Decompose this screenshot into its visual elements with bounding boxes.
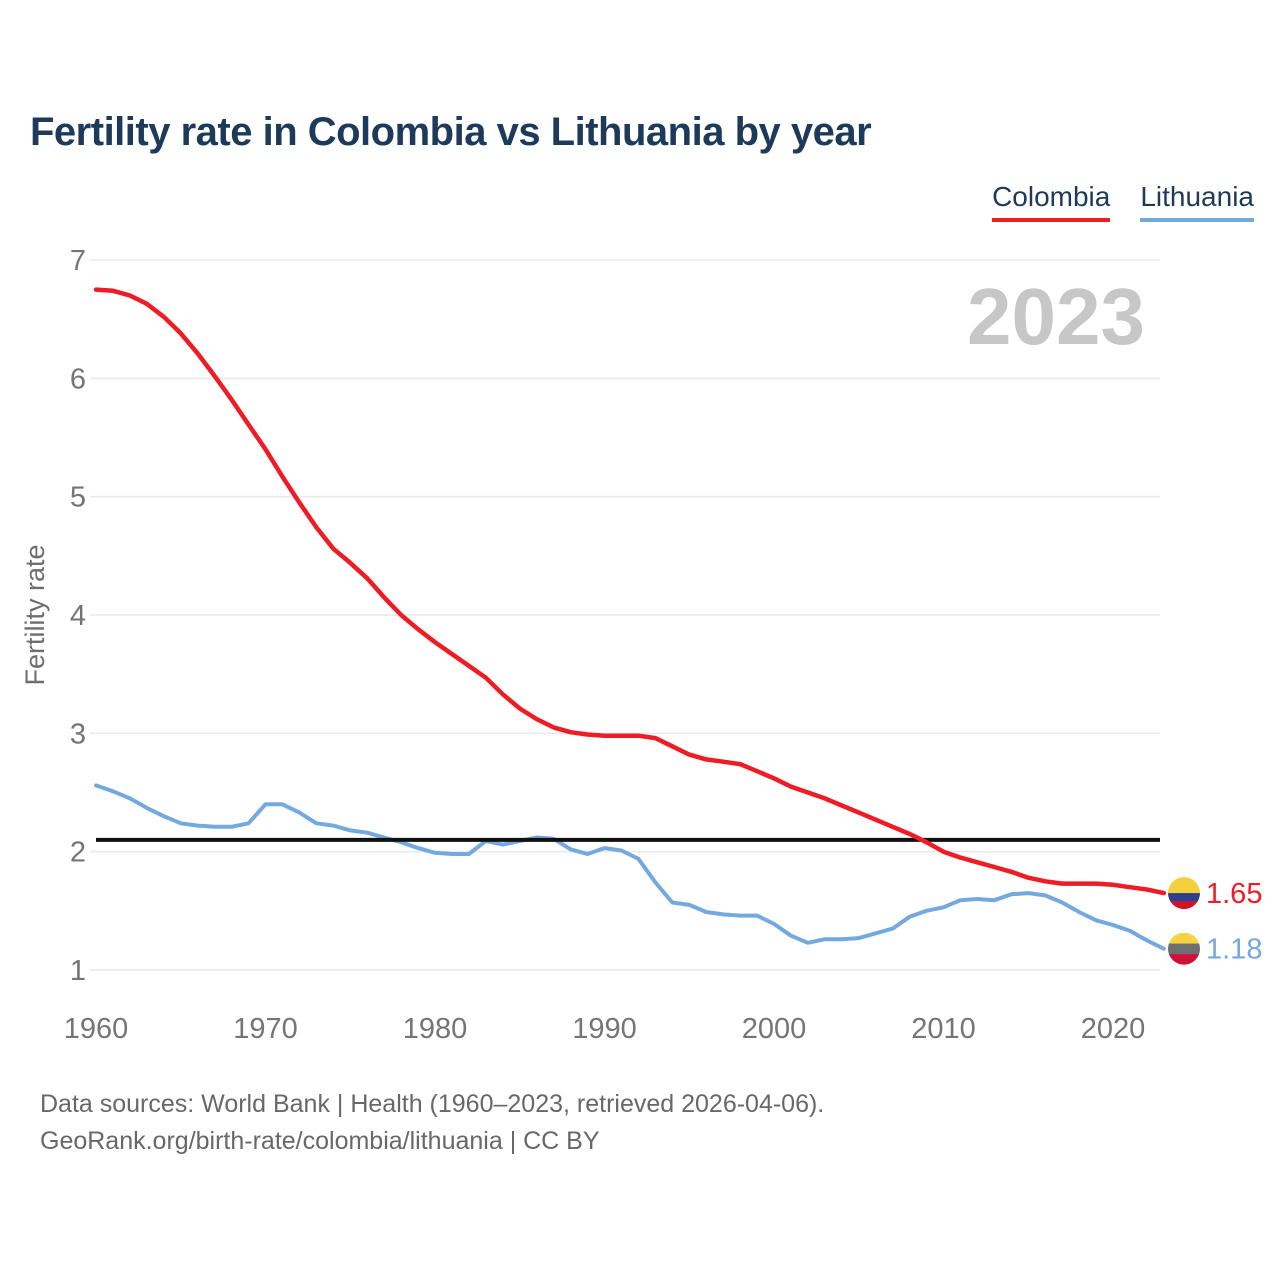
x-tick-label-1970: 1970 (233, 1013, 298, 1045)
legend: Colombia Lithuania (992, 181, 1254, 222)
watermark-year: 2023 (967, 272, 1145, 361)
x-tick-label-1990: 1990 (572, 1013, 637, 1045)
colombia-end-value: 1.65 (1206, 878, 1262, 910)
legend-item-colombia[interactable]: Colombia (992, 181, 1111, 222)
y-tick-label-1: 1 (70, 955, 86, 987)
footer: Data sources: World Bank | Health (1960–… (40, 1086, 824, 1160)
colombia-line[interactable] (93, 287, 1167, 896)
footer-data-sources: Data sources: World Bank | Health (1960–… (40, 1090, 825, 1118)
footer-attribution: GeoRank.org/birth-rate/colombia/lithuani… (40, 1127, 600, 1155)
y-tick-label-6: 6 (70, 363, 86, 395)
lithuania-flag-icon (1168, 932, 1200, 965)
y-tick-label-3: 3 (70, 718, 86, 750)
x-tick-label-2020: 2020 (1081, 1013, 1146, 1045)
y-tick-label-5: 5 (70, 482, 86, 514)
y-tick-label-4: 4 (70, 600, 86, 632)
lithuania-line[interactable] (94, 783, 1166, 951)
lithuania-end-value: 1.18 (1206, 934, 1262, 966)
x-tick-label-2000: 2000 (742, 1013, 807, 1045)
page-title: Fertility rate in Colombia vs Lithuania … (30, 110, 872, 154)
x-tick-label-2010: 2010 (911, 1013, 976, 1045)
x-tick-label-1960: 1960 (64, 1013, 129, 1045)
x-tick-label-1980: 1980 (403, 1013, 468, 1045)
legend-item-lithuania[interactable]: Lithuania (1140, 181, 1254, 222)
y-tick-label-7: 7 (70, 245, 86, 277)
y-tick-label-2: 2 (70, 837, 86, 869)
y-axis-label: Fertility rate (20, 544, 50, 685)
colombia-flag-icon (1168, 877, 1200, 910)
